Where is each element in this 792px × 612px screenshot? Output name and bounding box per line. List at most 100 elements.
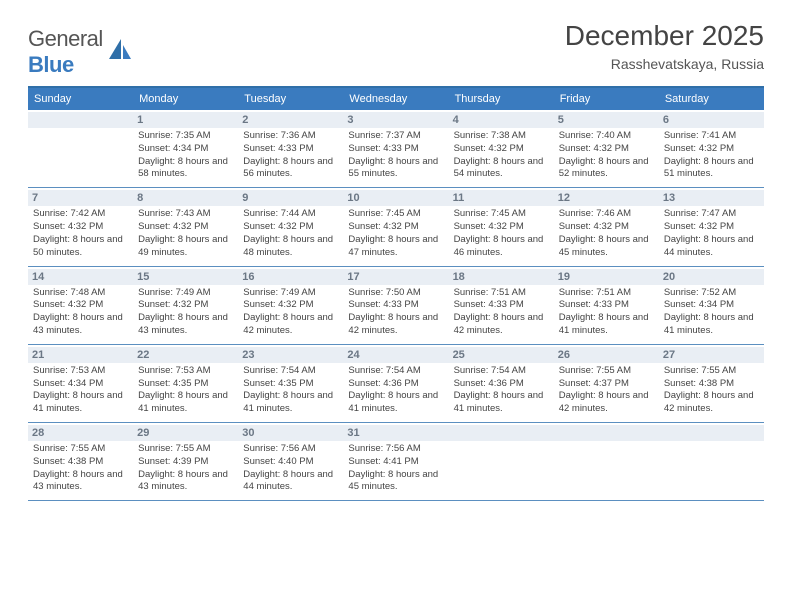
sunset-line: Sunset: 4:33 PM bbox=[348, 143, 443, 156]
day-info: Sunrise: 7:44 AMSunset: 4:32 PMDaylight:… bbox=[242, 208, 339, 259]
sunrise-line: Sunrise: 7:55 AM bbox=[138, 443, 233, 456]
dow-cell: Sunday bbox=[28, 88, 133, 110]
sunrise-line: Sunrise: 7:51 AM bbox=[559, 287, 654, 300]
day-info: Sunrise: 7:46 AMSunset: 4:32 PMDaylight:… bbox=[558, 208, 655, 259]
day-cell: 23Sunrise: 7:54 AMSunset: 4:35 PMDayligh… bbox=[238, 345, 343, 422]
day-info: Sunrise: 7:49 AMSunset: 4:32 PMDaylight:… bbox=[242, 287, 339, 338]
day-number: 10 bbox=[343, 190, 448, 206]
day-cell: 9Sunrise: 7:44 AMSunset: 4:32 PMDaylight… bbox=[238, 188, 343, 265]
daylight-line: Daylight: 8 hours and 58 minutes. bbox=[138, 156, 233, 182]
daylight-line: Daylight: 8 hours and 49 minutes. bbox=[138, 234, 233, 260]
sunrise-line: Sunrise: 7:55 AM bbox=[664, 365, 759, 378]
dow-cell: Tuesday bbox=[238, 88, 343, 110]
day-cell: 4Sunrise: 7:38 AMSunset: 4:32 PMDaylight… bbox=[449, 110, 554, 187]
daylight-line: Daylight: 8 hours and 43 minutes. bbox=[138, 312, 233, 338]
day-cell: 15Sunrise: 7:49 AMSunset: 4:32 PMDayligh… bbox=[133, 267, 238, 344]
day-number: 26 bbox=[554, 347, 659, 363]
day-info: Sunrise: 7:55 AMSunset: 4:38 PMDaylight:… bbox=[32, 443, 129, 494]
day-info: Sunrise: 7:35 AMSunset: 4:34 PMDaylight:… bbox=[137, 130, 234, 181]
sunrise-line: Sunrise: 7:52 AM bbox=[664, 287, 759, 300]
day-number: 14 bbox=[28, 269, 133, 285]
day-number: 5 bbox=[554, 112, 659, 128]
sunrise-line: Sunrise: 7:54 AM bbox=[454, 365, 549, 378]
sunset-line: Sunset: 4:34 PM bbox=[664, 299, 759, 312]
daylight-line: Daylight: 8 hours and 41 minutes. bbox=[559, 312, 654, 338]
sunset-line: Sunset: 4:32 PM bbox=[33, 221, 128, 234]
daylight-line: Daylight: 8 hours and 42 minutes. bbox=[454, 312, 549, 338]
day-cell: 2Sunrise: 7:36 AMSunset: 4:33 PMDaylight… bbox=[238, 110, 343, 187]
day-number: 1 bbox=[133, 112, 238, 128]
sunset-line: Sunset: 4:33 PM bbox=[559, 299, 654, 312]
day-cell: 13Sunrise: 7:47 AMSunset: 4:32 PMDayligh… bbox=[659, 188, 764, 265]
daylight-line: Daylight: 8 hours and 41 minutes. bbox=[243, 390, 338, 416]
day-number: 27 bbox=[659, 347, 764, 363]
logo-text: General Blue bbox=[28, 26, 103, 78]
daylight-line: Daylight: 8 hours and 43 minutes. bbox=[33, 312, 128, 338]
month-title: December 2025 bbox=[565, 20, 764, 52]
daylight-line: Daylight: 8 hours and 44 minutes. bbox=[243, 469, 338, 495]
day-number bbox=[28, 112, 133, 128]
day-cell: 17Sunrise: 7:50 AMSunset: 4:33 PMDayligh… bbox=[343, 267, 448, 344]
sunset-line: Sunset: 4:32 PM bbox=[559, 143, 654, 156]
day-cell: 14 Sunrise: 7:48 AMSunset: 4:32 PMDayligh… bbox=[28, 267, 133, 344]
day-number: 17 bbox=[343, 269, 448, 285]
dow-cell: Monday bbox=[133, 88, 238, 110]
daylight-line: Daylight: 8 hours and 45 minutes. bbox=[348, 469, 443, 495]
day-cell bbox=[659, 423, 764, 500]
daylight-line: Daylight: 8 hours and 50 minutes. bbox=[33, 234, 128, 260]
day-cell: 30 Sunrise: 7:56 AMSunset: 4:40 PMDayligh… bbox=[238, 423, 343, 500]
daylight-line: Daylight: 8 hours and 55 minutes. bbox=[348, 156, 443, 182]
logo: General Blue bbox=[28, 20, 133, 78]
sunrise-line: Sunrise: 7:45 AM bbox=[348, 208, 443, 221]
day-info: Sunrise: 7:47 AMSunset: 4:32 PMDaylight:… bbox=[663, 208, 760, 259]
daylight-line: Daylight: 8 hours and 45 minutes. bbox=[559, 234, 654, 260]
sunset-line: Sunset: 4:34 PM bbox=[33, 378, 128, 391]
sunset-line: Sunset: 4:35 PM bbox=[138, 378, 233, 391]
day-info: Sunrise: 7:53 AMSunset: 4:35 PMDaylight:… bbox=[137, 365, 234, 416]
sunrise-line: Sunrise: 7:36 AM bbox=[243, 130, 338, 143]
daylight-line: Daylight: 8 hours and 47 minutes. bbox=[348, 234, 443, 260]
day-info: Sunrise: 7:48 AMSunset: 4:32 PMDaylight:… bbox=[32, 287, 129, 338]
day-info: Sunrise: 7:51 AMSunset: 4:33 PMDaylight:… bbox=[558, 287, 655, 338]
week-row: 7Sunrise: 7:42 AMSunset: 4:32 PMDaylight… bbox=[28, 188, 764, 266]
week-row: 1 Sunrise: 7:35 AMSunset: 4:34 PMDaylight… bbox=[28, 110, 764, 188]
day-info: Sunrise: 7:54 AMSunset: 4:36 PMDaylight:… bbox=[453, 365, 550, 416]
daylight-line: Daylight: 8 hours and 41 minutes. bbox=[664, 312, 759, 338]
location: Rasshevatskaya, Russia bbox=[565, 56, 764, 72]
sunrise-line: Sunrise: 7:44 AM bbox=[243, 208, 338, 221]
sunset-line: Sunset: 4:32 PM bbox=[33, 299, 128, 312]
daylight-line: Daylight: 8 hours and 41 minutes. bbox=[33, 390, 128, 416]
day-cell bbox=[554, 423, 659, 500]
day-cell: 18 Sunrise: 7:51 AMSunset: 4:33 PMDayligh… bbox=[449, 267, 554, 344]
day-number: 31 bbox=[343, 425, 448, 441]
day-number: 3 bbox=[343, 112, 448, 128]
day-number: 18 bbox=[449, 269, 554, 285]
day-info: Sunrise: 7:45 AMSunset: 4:32 PMDaylight:… bbox=[347, 208, 444, 259]
sunrise-line: Sunrise: 7:46 AM bbox=[559, 208, 654, 221]
day-cell: 27 Sunrise: 7:55 AMSunset: 4:38 PMDayligh… bbox=[659, 345, 764, 422]
sunrise-line: Sunrise: 7:45 AM bbox=[454, 208, 549, 221]
sunrise-line: Sunrise: 7:54 AM bbox=[348, 365, 443, 378]
day-number: 12 bbox=[554, 190, 659, 206]
day-number: 25 bbox=[449, 347, 554, 363]
daylight-line: Daylight: 8 hours and 43 minutes. bbox=[33, 469, 128, 495]
sunset-line: Sunset: 4:34 PM bbox=[138, 143, 233, 156]
day-cell: 6Sunrise: 7:41 AMSunset: 4:32 PMDaylight… bbox=[659, 110, 764, 187]
day-cell: 5Sunrise: 7:40 AMSunset: 4:32 PMDaylight… bbox=[554, 110, 659, 187]
day-number: 23 bbox=[238, 347, 343, 363]
day-cell: 29Sunrise: 7:55 AMSunset: 4:39 PMDayligh… bbox=[133, 423, 238, 500]
header: General Blue December 2025 Rasshevatskay… bbox=[28, 20, 764, 78]
day-info: Sunrise: 7:51 AMSunset: 4:33 PMDaylight:… bbox=[453, 287, 550, 338]
day-info: Sunrise: 7:55 AMSunset: 4:37 PMDaylight:… bbox=[558, 365, 655, 416]
sunset-line: Sunset: 4:32 PM bbox=[243, 221, 338, 234]
sunset-line: Sunset: 4:40 PM bbox=[243, 456, 338, 469]
day-info: Sunrise: 7:55 AMSunset: 4:38 PMDaylight:… bbox=[663, 365, 760, 416]
day-number: 30 bbox=[238, 425, 343, 441]
calendar: SundayMondayTuesdayWednesdayThursdayFrid… bbox=[28, 86, 764, 501]
day-info: Sunrise: 7:56 AMSunset: 4:40 PMDaylight:… bbox=[242, 443, 339, 494]
sunrise-line: Sunrise: 7:53 AM bbox=[138, 365, 233, 378]
daylight-line: Daylight: 8 hours and 42 minutes. bbox=[664, 390, 759, 416]
sunrise-line: Sunrise: 7:38 AM bbox=[454, 130, 549, 143]
sunrise-line: Sunrise: 7:43 AM bbox=[138, 208, 233, 221]
day-number bbox=[659, 425, 764, 441]
